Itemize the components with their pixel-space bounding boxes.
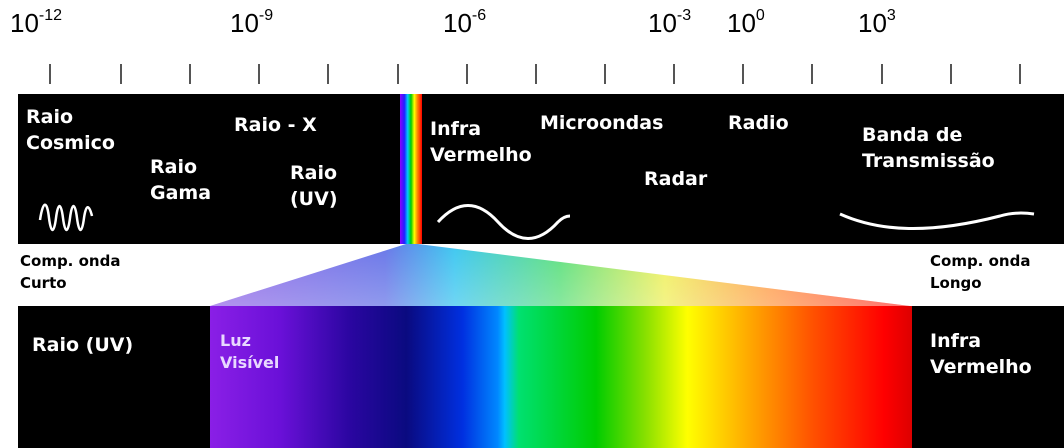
label-infra-vermelho-lower: Infra Vermelho xyxy=(930,330,1032,378)
label-raio-uv-upper: Raio (UV) xyxy=(290,162,338,210)
visible-strip xyxy=(400,94,422,244)
upper-band xyxy=(18,94,1064,244)
label-raio-uv-lower: Raio (UV) xyxy=(32,334,134,356)
long-wave-icon xyxy=(839,211,1035,231)
label-long-wavelength: Comp. onda Longo xyxy=(930,252,1031,292)
short-wave-icon xyxy=(38,203,94,232)
medium-wave-icon xyxy=(436,204,571,240)
label-radio: Radio xyxy=(728,112,789,134)
label-infra-vermelho-upper: Infra Vermelho xyxy=(430,118,532,166)
label-banda-de-transmissao: Banda de Transmissão xyxy=(862,124,995,172)
label-raio-cosmico: Raio Cosmico xyxy=(26,106,115,154)
scale-label-10-3: 10-3 xyxy=(648,7,692,38)
label-microondas: Microondas xyxy=(540,112,664,134)
label-short-wavelength: Comp. onda Curto xyxy=(20,252,121,292)
label-radar: Radar xyxy=(644,168,708,190)
label-raio-gama: Raio Gama xyxy=(150,156,212,204)
visible-light-band xyxy=(210,306,912,448)
scale-ticks xyxy=(49,64,1021,84)
scale-label-10-9: 10-9 xyxy=(230,7,274,38)
scale-label-10-6: 10-6 xyxy=(443,7,487,38)
label-luz-visivel: Luz Visível xyxy=(220,331,280,372)
label-raio-x: Raio - X xyxy=(234,114,317,136)
scale-label-10-12: 10-12 xyxy=(10,7,63,38)
scale-label-10-3-pos: 103 xyxy=(858,7,896,38)
scale-label-10-0: 100 xyxy=(727,7,765,38)
